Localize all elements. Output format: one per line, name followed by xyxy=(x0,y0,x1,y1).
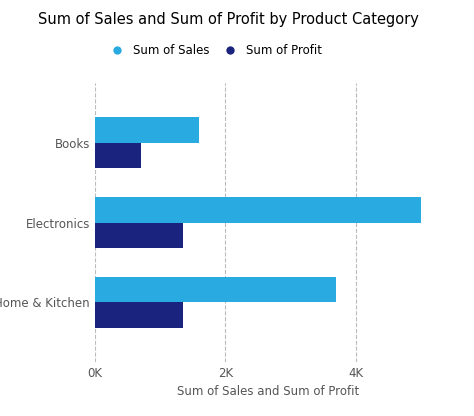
Bar xyxy=(95,223,183,248)
Bar xyxy=(95,117,199,143)
Bar xyxy=(95,302,183,328)
Bar xyxy=(95,143,140,168)
Legend: Sum of Sales, Sum of Profit: Sum of Sales, Sum of Profit xyxy=(100,39,327,62)
Bar xyxy=(95,277,337,302)
Bar xyxy=(95,197,421,223)
Text: Sum of Sales and Sum of Profit by Product Category: Sum of Sales and Sum of Profit by Produc… xyxy=(38,12,419,27)
X-axis label: Sum of Sales and Sum of Profit: Sum of Sales and Sum of Profit xyxy=(177,385,359,399)
